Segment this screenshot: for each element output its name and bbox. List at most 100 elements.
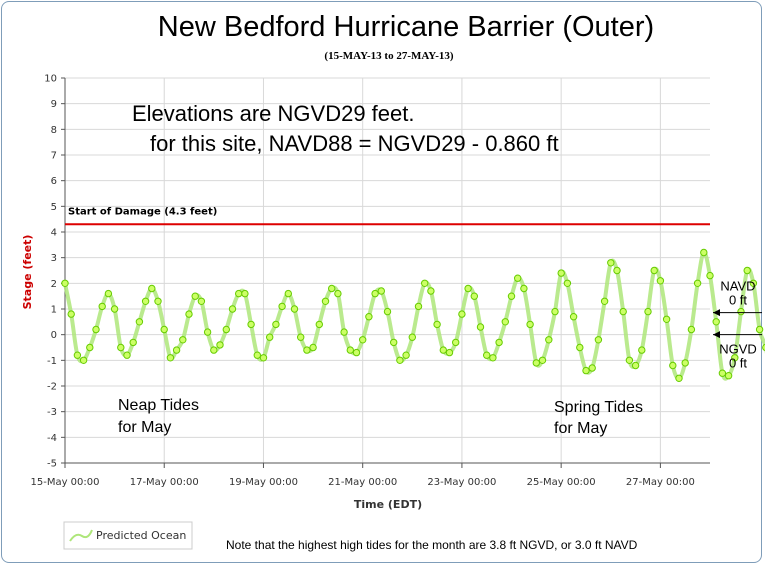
data-point [619,307,627,316]
data-point [569,313,578,321]
data-point [166,354,175,362]
chart-subtitle: (15-MAY-13 to 27-MAY-13) [324,50,453,62]
data-point [346,346,354,354]
legend-box [63,521,193,550]
x-axis-ticks: 15-May 00:00 17-May 00:00 19-May 00:00 21-M… [30,463,695,488]
data-point [235,289,243,298]
data-point [79,356,88,364]
data-point [278,302,286,311]
y-tick-label: 3 [51,253,57,264]
data-point [104,289,113,298]
data-point [687,325,696,334]
data-point [718,369,727,377]
data-point [259,354,268,362]
data-point [340,328,348,336]
data-point [98,302,106,311]
data-point [706,271,714,280]
data-point [476,323,485,331]
datum-arrowhead [713,331,720,339]
data-point [669,361,677,370]
y-axis-label: Stage (feet) [21,235,34,310]
y-tick-label: 4 [51,228,57,239]
data-point [445,348,454,357]
data-point [383,307,392,316]
data-point [241,289,249,298]
data-point [538,356,547,364]
y-tick-label: 5 [51,202,57,213]
data-point [377,287,385,295]
data-point [749,279,758,287]
neap-tides-sublabel: for May [118,419,171,436]
data-point [594,336,603,344]
data-point [315,320,323,329]
data-point [197,297,206,305]
x-tick-label: 15-May 00:00 [30,477,99,488]
data-point [210,346,218,354]
datum-label-value: 0 ft [729,356,747,371]
data-point [693,279,702,287]
data-point [371,289,379,298]
y-tick-label: 8 [51,125,57,136]
y-tick-label: 9 [51,99,57,110]
data-point [117,343,125,352]
data-point [228,305,237,313]
legend-line-swatch [69,529,93,542]
data-point [675,374,683,382]
y-tick-label: -4 [47,433,57,444]
data-point [359,336,367,344]
data-point [650,266,658,275]
data-point [321,297,330,305]
x-axis-label: Time (EDT) [354,498,422,511]
data-point [73,351,82,359]
data-point [154,297,162,305]
spring-tides-label: Spring Tides [554,399,643,416]
data-point [290,305,299,313]
x-tick-label: 27-May 00:00 [626,477,695,488]
data-point [61,279,69,287]
data-point [92,325,100,334]
y-tick-label: 10 [44,74,57,85]
x-tick-label: 25-May 00:00 [527,477,596,488]
data-point [110,305,119,313]
legend[interactable]: Predicted Ocean [63,521,193,550]
data-point [724,372,733,380]
data-point [489,354,497,362]
data-point [681,359,689,367]
data-point [185,310,193,318]
neap-tides-label: Neap Tides [118,397,199,414]
x-tick-label: 19-May 00:00 [229,477,298,488]
annotation-line-2: for this site, NAVD88 = NGVD29 - 0.860 f… [150,131,559,156]
data-point [303,346,311,354]
data-point [600,297,609,305]
data-point [86,343,94,352]
data-point [607,259,615,267]
chart-title: New Bedford Hurricane Barrier (Outer) [158,11,654,43]
data-point [662,315,671,323]
data-point [520,284,528,293]
data-point [427,287,435,295]
data-point [532,359,540,367]
data-point [439,346,447,354]
data-point [67,310,75,318]
y-tick-label: -5 [47,459,57,470]
data-point [390,338,398,347]
data-point [631,361,640,370]
legend-label: Predicted Ocean [96,529,186,542]
data-point [160,325,168,334]
data-point [755,325,764,334]
data-point [458,310,466,318]
y-tick-label: 7 [51,151,57,162]
data-point [191,292,199,300]
data-point [576,343,584,352]
data-point [309,343,317,352]
spring-tides-sublabel: for May [554,420,607,437]
data-point [464,284,472,293]
data-point [222,325,231,334]
data-point [737,307,745,316]
data-point [712,318,720,326]
thresholds: Start of Damage (4.3 feet) [65,206,710,226]
data-point [582,366,590,375]
data-point [253,351,261,359]
data-point [365,313,373,321]
data-point [551,307,559,316]
